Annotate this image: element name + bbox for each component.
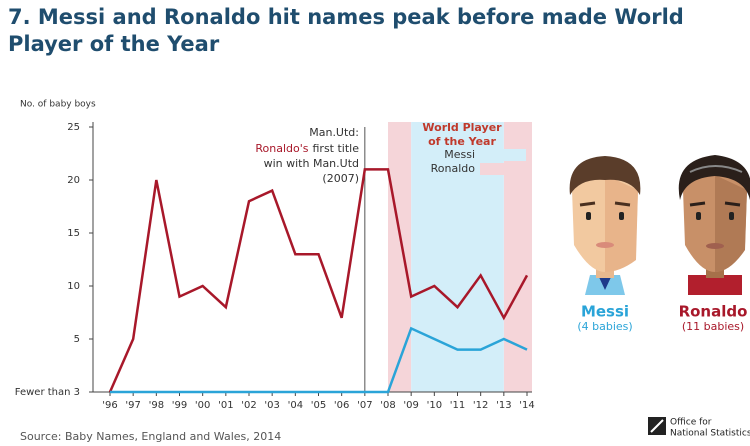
annotation-line: win with Man.Utd	[264, 157, 359, 170]
legend-title: of the Year	[428, 135, 496, 148]
award-shade	[388, 122, 412, 392]
source: Source: Baby Names, England and Wales, 2…	[20, 430, 281, 443]
legend-label: Ronaldo	[431, 162, 476, 175]
legend-swatch	[480, 163, 526, 175]
x-tick-label: '09	[403, 400, 418, 411]
messi-illustration	[569, 156, 641, 295]
x-tick-label: '14	[519, 400, 534, 411]
annotation-highlight: Ronaldo's	[255, 142, 308, 155]
x-tick-label: '98	[149, 400, 164, 411]
x-tick-label: '01	[218, 400, 233, 411]
player-count: (11 babies)	[682, 320, 744, 333]
series-line	[108, 168, 529, 393]
annotation: Man.Utd: Ronaldo's first title win with M…	[255, 126, 359, 185]
y-tick-label: 15	[67, 228, 80, 239]
x-tick-label: '12	[473, 400, 488, 411]
y-tick-label: 25	[67, 122, 80, 133]
ronaldo-illustration	[678, 155, 750, 295]
legend-title: World Player	[422, 121, 502, 134]
x-tick-label: '04	[288, 400, 303, 411]
award-shade	[503, 122, 532, 392]
y-tick-label: 20	[67, 175, 80, 186]
annotation-text: first title	[313, 142, 360, 155]
x-tick-label: '05	[311, 400, 326, 411]
x-tick-label: '99	[172, 400, 187, 411]
x-tick-label: '00	[195, 400, 210, 411]
logo-mark	[650, 419, 664, 433]
x-tick-label: '97	[125, 400, 140, 411]
x-tick-label: '06	[334, 400, 349, 411]
chart-title: 7. Messi and Ronaldo hit names peak befo…	[8, 5, 684, 56]
player-count: (4 babies)	[577, 320, 632, 333]
player-name: Messi	[581, 303, 629, 321]
x-tick-label: '96	[102, 400, 117, 411]
x-tick-label: '11	[450, 400, 465, 411]
x-tick-label: '08	[380, 400, 395, 411]
annotation-line: (2007)	[322, 172, 359, 185]
x-tick-label: '13	[496, 400, 511, 411]
x-tick-label: '02	[241, 400, 256, 411]
x-tick-label: '07	[357, 400, 372, 411]
y-tick-label: Fewer than 3	[15, 387, 80, 398]
logo-text: Office for	[670, 418, 712, 428]
logo-text: National Statistics	[670, 429, 750, 439]
x-tick-label: '10	[427, 400, 442, 411]
player-name: Ronaldo	[679, 303, 748, 321]
annotation-line: Man.Utd:	[309, 126, 359, 139]
annotation-line: Ronaldo's first title	[255, 142, 359, 155]
series-line	[110, 326, 528, 394]
y-tick-label: 5	[74, 334, 80, 345]
y-tick-label: 10	[67, 281, 80, 292]
y-axis-label: No. of baby boys	[20, 100, 96, 110]
legend-label: Messi	[444, 148, 475, 161]
legend-swatch	[480, 149, 526, 161]
x-tick-label: '03	[264, 400, 279, 411]
